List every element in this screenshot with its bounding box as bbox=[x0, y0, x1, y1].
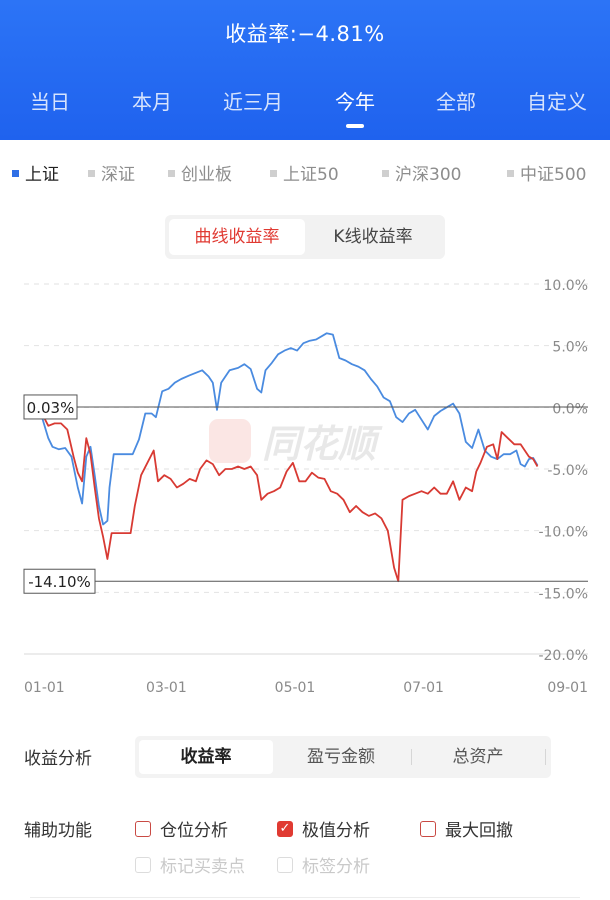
curve-return-button[interactable]: 曲线收益率 bbox=[169, 219, 305, 255]
watermark-logo-icon bbox=[209, 419, 251, 463]
tab-today[interactable]: 当日 bbox=[30, 90, 70, 114]
extreme-value-label: 0.03% bbox=[27, 399, 75, 417]
period-tabs: 当日 本月 近三月 今年 全部 自定义 bbox=[0, 86, 610, 128]
y-tick-label: -15.0% bbox=[538, 586, 588, 602]
chart-mode-toggle: 曲线收益率 K线收益率 bbox=[165, 215, 445, 259]
y-tick-label: -5.0% bbox=[547, 463, 588, 479]
header-bar: 收益率:−4.81% 当日 本月 近三月 今年 全部 自定义 bbox=[0, 0, 610, 140]
position-analysis-checkbox[interactable]: 仓位分析 bbox=[135, 816, 228, 841]
tab-divider bbox=[545, 749, 546, 765]
index-tab-shenzhen[interactable]: 深证 bbox=[88, 160, 135, 185]
benchmark-index-line bbox=[41, 332, 539, 526]
tab-return-rate[interactable]: 收益率 bbox=[139, 740, 273, 774]
checkbox-icon bbox=[135, 857, 151, 873]
mark-trades-checkbox: 标记买卖点 bbox=[135, 852, 245, 877]
active-tab-underline bbox=[346, 124, 364, 128]
aux-label: 辅助功能 bbox=[24, 821, 92, 841]
kline-return-button[interactable]: K线收益率 bbox=[333, 227, 413, 247]
tab-profit-loss[interactable]: 盈亏金额 bbox=[307, 747, 375, 767]
index-tab-csi300[interactable]: 沪深300 bbox=[382, 160, 461, 185]
y-tick-label: 5.0% bbox=[552, 340, 588, 356]
y-tick-label: 0.0% bbox=[552, 401, 588, 417]
tab-this-year-label: 今年 bbox=[335, 90, 375, 114]
checkbox-label: 仓位分析 bbox=[160, 821, 228, 841]
watermark: 同花顺 bbox=[209, 419, 383, 466]
tab-this-month[interactable]: 本月 bbox=[132, 90, 172, 114]
max-drawdown-checkbox[interactable]: 最大回撤 bbox=[420, 816, 513, 841]
extreme-value-box bbox=[23, 568, 96, 594]
bottom-divider bbox=[30, 897, 580, 898]
tab-custom[interactable]: 自定义 bbox=[527, 90, 587, 114]
index-tab-label: 创业板 bbox=[181, 165, 232, 185]
square-bullet-icon bbox=[270, 169, 277, 177]
square-bullet-icon bbox=[168, 169, 175, 177]
chart-annotations: 0.03% -14.10% bbox=[23, 394, 588, 594]
tab-this-year[interactable]: 今年 bbox=[310, 86, 400, 128]
x-tick-label: 01-01 bbox=[24, 680, 65, 696]
index-tab-sse50[interactable]: 上证50 bbox=[270, 160, 339, 185]
tab-all[interactable]: 全部 bbox=[436, 90, 476, 114]
index-tab-label: 上证50 bbox=[283, 165, 339, 185]
square-bullet-icon bbox=[88, 169, 95, 177]
y-tick-label: -10.0% bbox=[538, 525, 588, 541]
checkmark-icon: ✓ bbox=[277, 821, 293, 837]
checkbox-icon bbox=[135, 821, 151, 837]
chart-series bbox=[41, 332, 539, 583]
index-tab-label: 上证 bbox=[25, 165, 59, 185]
index-tab-csi500[interactable]: 中证500 bbox=[507, 160, 586, 185]
return-line-chart: 同花顺 10.0% 5.0% 0.0% -5.0% -10.0% -15.0% -20.0%… bbox=[23, 278, 588, 696]
tab-total-assets[interactable]: 总资产 bbox=[452, 747, 504, 767]
extreme-analysis-checkbox[interactable]: ✓ 极值分析 bbox=[277, 816, 370, 841]
index-tab-label: 深证 bbox=[101, 165, 135, 185]
checkbox-label: 最大回撤 bbox=[445, 821, 513, 841]
extreme-value-box bbox=[23, 394, 78, 420]
return-rate-title: 收益率:−4.81% bbox=[225, 22, 385, 46]
index-tab-chinext[interactable]: 创业板 bbox=[168, 160, 232, 185]
checkbox-label: 极值分析 bbox=[302, 821, 370, 841]
index-tab-label: 沪深300 bbox=[395, 165, 462, 185]
x-tick-label: 03-01 bbox=[146, 680, 187, 696]
account-return-line bbox=[41, 413, 539, 583]
index-tab-shanghai[interactable]: 上证 bbox=[12, 160, 59, 185]
tab-last-three-months[interactable]: 近三月 bbox=[223, 90, 283, 114]
x-tick-label: 05-01 bbox=[275, 680, 316, 696]
analysis-tabs: 收益率 盈亏金额 总资产 bbox=[135, 736, 551, 778]
x-tick-label: 09-01 bbox=[547, 680, 588, 696]
extreme-value-label: -14.10% bbox=[28, 573, 91, 591]
square-bullet-icon bbox=[12, 169, 19, 177]
watermark-text: 同花顺 bbox=[262, 422, 383, 466]
y-tick-label: -20.0% bbox=[538, 648, 588, 664]
analysis-label: 收益分析 bbox=[24, 749, 92, 769]
checkbox-label: 标记买卖点 bbox=[160, 857, 245, 877]
square-bullet-icon bbox=[382, 169, 389, 177]
checkbox-icon bbox=[420, 821, 436, 837]
y-tick-label: 10.0% bbox=[544, 278, 588, 294]
checkbox-icon bbox=[277, 857, 293, 873]
x-tick-label: 07-01 bbox=[403, 680, 444, 696]
index-selector: 上证 深证 创业板 上证50 沪深300 中证500 bbox=[0, 160, 610, 188]
checkbox-label: 标签分析 bbox=[302, 857, 370, 877]
y-axis-labels: 10.0% 5.0% 0.0% -5.0% -10.0% -15.0% -20.0% bbox=[538, 278, 588, 664]
square-bullet-icon bbox=[507, 169, 514, 177]
chart-grid bbox=[24, 283, 588, 655]
x-axis-labels: 01-01 03-01 05-01 07-01 09-01 bbox=[24, 680, 588, 696]
tab-divider bbox=[411, 749, 412, 765]
index-tab-label: 中证500 bbox=[520, 165, 587, 185]
tag-analysis-checkbox: 标签分析 bbox=[277, 852, 370, 877]
